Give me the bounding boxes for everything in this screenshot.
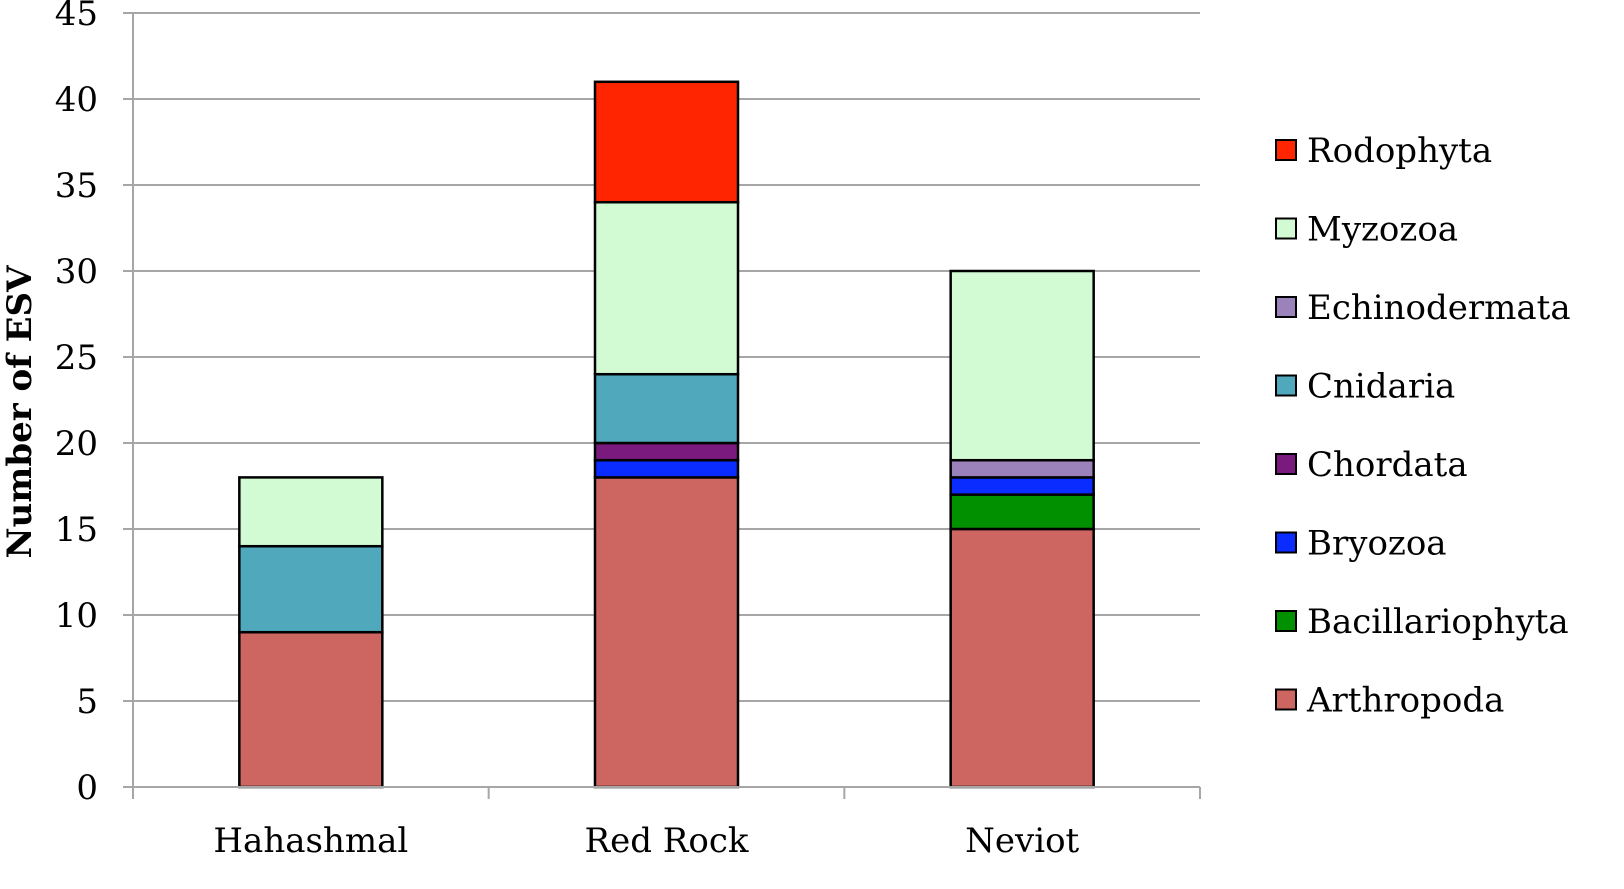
bar-neviot-arthropoda	[949, 527, 1095, 789]
legend-label-bryozoa: Bryozoa	[1307, 524, 1447, 564]
legend-swatch-arthropoda	[1275, 688, 1297, 711]
y-tick-label: 0	[76, 768, 98, 808]
bar-neviot-bryozoa	[949, 476, 1095, 496]
y-tick-label: 45	[55, 0, 98, 34]
y-tick-label: 10	[55, 596, 98, 636]
y-tick-label: 15	[55, 510, 98, 550]
axes: 0 5 10 15 20 25 30 35 40 45 Hahashmal Red Rock Nevio…	[55, 0, 1201, 861]
y-tick-label: 35	[55, 166, 98, 206]
legend-label-arthropoda: Arthropoda	[1306, 681, 1504, 721]
bar-red-rock-rodophyta	[593, 80, 740, 204]
y-tick-label: 20	[55, 424, 98, 464]
legend-label-myzozoa: Myzozoa	[1307, 210, 1458, 250]
y-axis-title: Number of ESV	[0, 265, 40, 559]
y-tick-label: 30	[55, 252, 98, 292]
x-category-label: Hahashmal	[213, 821, 408, 861]
legend-swatch-cnidaria	[1275, 374, 1297, 397]
y-tick-label: 25	[55, 338, 98, 378]
y-tick-label: 5	[76, 682, 98, 722]
legend-label-cnidaria: Cnidaria	[1307, 367, 1455, 407]
legend-swatch-echinodermata	[1275, 296, 1297, 318]
bar-red-rock-cnidaria	[593, 372, 740, 445]
legend-label-chordata: Chordata	[1307, 445, 1468, 485]
legend-swatch-bacillariophyta	[1275, 610, 1297, 632]
bar-red-rock-chordata	[593, 441, 740, 462]
legend-swatch-rodophyta	[1275, 139, 1297, 161]
bar-neviot-bacillariophyta	[949, 493, 1095, 531]
bar-neviot-echinodermata	[949, 458, 1095, 479]
legend-swatch-myzozoa	[1275, 217, 1297, 240]
x-category-label: Neviot	[965, 821, 1079, 861]
legend-swatch-bryozoa	[1275, 531, 1297, 554]
legend: Rodophyta Myzozoa Echinodermata Cnidaria Cho…	[1275, 131, 1571, 721]
bar-neviot-myzozoa	[949, 269, 1095, 462]
legend-label-bacillariophyta: Bacillariophyta	[1307, 602, 1569, 642]
bar-hahashmal-cnidaria	[238, 544, 384, 634]
bar-red-rock-myzozoa	[593, 200, 740, 376]
bar-red-rock-arthropoda	[593, 476, 740, 789]
legend-label-rodophyta: Rodophyta	[1307, 131, 1492, 171]
legend-swatch-chordata	[1275, 453, 1297, 475]
bar-hahashmal-myzozoa	[238, 476, 384, 548]
y-tick-label: 40	[55, 80, 98, 120]
bar-hahashmal-arthropoda	[238, 630, 384, 789]
x-category-label: Red Rock	[584, 821, 748, 861]
bar-red-rock-bryozoa	[593, 458, 740, 479]
bars	[238, 80, 1095, 789]
legend-label-echinodermata: Echinodermata	[1307, 288, 1571, 328]
